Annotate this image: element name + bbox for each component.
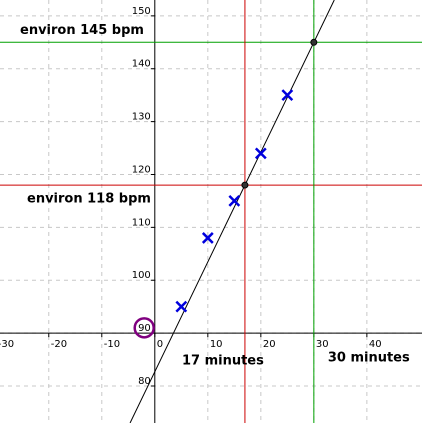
x-tick-label: 20 <box>263 339 276 350</box>
y-tick-label: 130 <box>132 112 151 123</box>
y-tick-label: 80 <box>138 376 151 387</box>
data-point <box>254 147 267 160</box>
x-tick-label: -20 <box>51 339 67 350</box>
y-tick-label: 140 <box>132 59 151 70</box>
x-tick-label: 30 <box>316 339 329 350</box>
reference-label: 17 minutes <box>182 354 264 369</box>
data-point <box>175 300 188 313</box>
x-tick-label: 10 <box>210 339 223 350</box>
x-tick-label: -10 <box>104 339 120 350</box>
data-point <box>228 195 241 207</box>
y-tick-label: 120 <box>132 164 151 175</box>
intersection-point <box>241 181 249 189</box>
x-tick-label: 0 <box>157 339 163 350</box>
data-point <box>201 232 214 244</box>
reference-label: 30 minutes <box>328 351 410 366</box>
x-tick-label: 40 <box>369 339 382 350</box>
highlight-circle <box>133 317 155 339</box>
data-point <box>281 89 294 102</box>
fit-line <box>129 0 335 423</box>
y-tick-label: 100 <box>132 270 151 281</box>
y-tick-label: 110 <box>132 217 151 228</box>
x-tick-label: -30 <box>0 339 14 350</box>
y-tick-label: 150 <box>132 6 151 17</box>
intersection-point <box>310 38 318 46</box>
y-tick-label: 90 <box>138 323 151 334</box>
reference-label: environ 145 bpm <box>20 23 144 38</box>
reference-label: environ 118 bpm <box>27 192 151 207</box>
